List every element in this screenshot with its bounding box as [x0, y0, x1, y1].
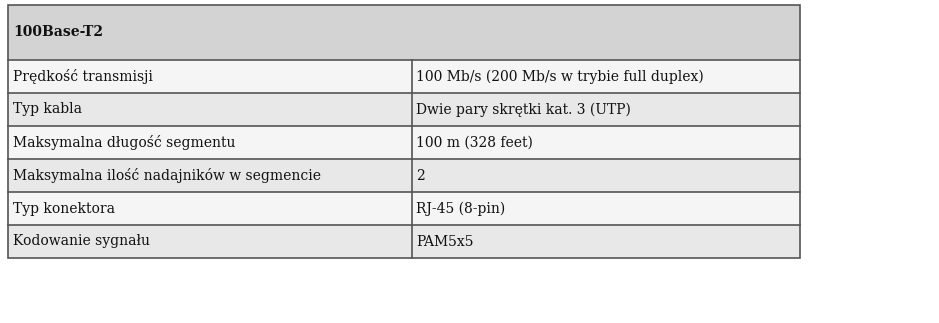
Text: Typ konektora: Typ konektora — [13, 202, 115, 215]
Bar — [8, 5, 800, 60]
Text: Kodowanie sygnału: Kodowanie sygnału — [13, 234, 150, 248]
Text: 2: 2 — [416, 169, 424, 182]
Bar — [8, 225, 412, 258]
Text: 100Base-T2: 100Base-T2 — [13, 26, 103, 39]
Text: 100 Mb/s (200 Mb/s w trybie full duplex): 100 Mb/s (200 Mb/s w trybie full duplex) — [416, 69, 703, 84]
Bar — [8, 192, 412, 225]
Bar — [412, 60, 800, 93]
Bar — [412, 192, 800, 225]
Text: Dwie pary skrętki kat. 3 (UTP): Dwie pary skrętki kat. 3 (UTP) — [416, 102, 631, 117]
Text: 100 m (328 feet): 100 m (328 feet) — [416, 136, 532, 150]
Text: Maksymalna długość segmentu: Maksymalna długość segmentu — [13, 135, 236, 150]
Text: Prędkość transmisji: Prędkość transmisji — [13, 69, 153, 84]
Bar — [412, 93, 800, 126]
Bar — [8, 5, 800, 258]
Bar — [8, 159, 412, 192]
Text: RJ-45 (8-pin): RJ-45 (8-pin) — [416, 201, 505, 216]
Bar — [412, 159, 800, 192]
Text: Typ kabla: Typ kabla — [13, 102, 82, 117]
Bar — [412, 126, 800, 159]
Bar — [8, 93, 412, 126]
Text: Maksymalna ilość nadajników w segmencie: Maksymalna ilość nadajników w segmencie — [13, 168, 321, 183]
Bar — [8, 126, 412, 159]
Bar — [412, 225, 800, 258]
Text: PAM5x5: PAM5x5 — [416, 234, 473, 248]
Bar — [8, 60, 412, 93]
